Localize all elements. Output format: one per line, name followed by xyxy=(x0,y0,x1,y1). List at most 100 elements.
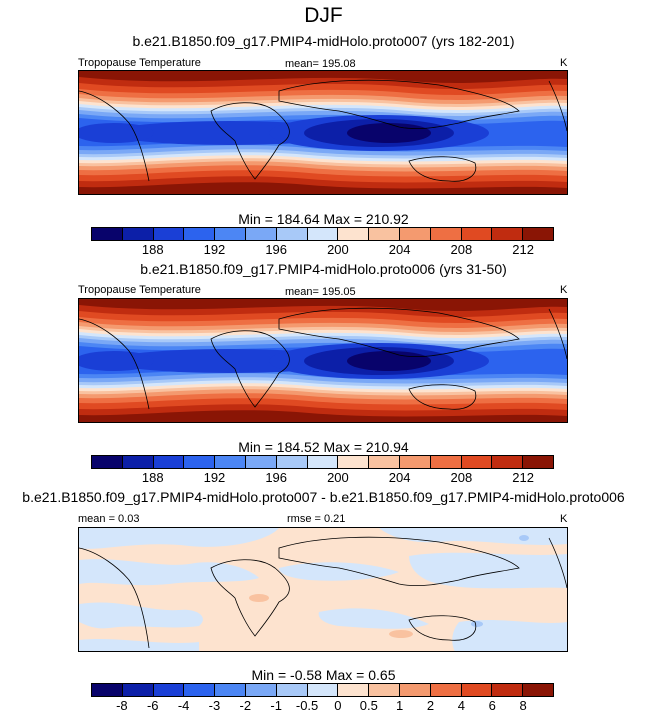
panel1-colorbar-swatch xyxy=(184,228,216,240)
panel3-rmse-label: rmse = 0.21 xyxy=(287,513,346,525)
panel3-title: b.e21.B1850.f09_g17.PMIP4-midHolo.proto0… xyxy=(22,489,625,505)
panel2-colorbar-tick-label: 192 xyxy=(203,470,226,485)
panel2-colorbar-swatch xyxy=(215,456,246,468)
panel1-colorbar-swatch xyxy=(399,228,431,240)
panel1-colorbar-swatch xyxy=(245,228,277,240)
panel3-colorbar-swatch xyxy=(184,684,216,696)
panel3-colorbar-swatch xyxy=(523,684,553,696)
panel2-colorbar-tick-label: 212 xyxy=(512,470,534,485)
panel3-stats: Min = -0.58 Max = 0.65 xyxy=(251,667,396,683)
panel3-colorbar-tick-label: -8 xyxy=(116,698,128,713)
panel2-colorbar-labels: 188 192 196 200 204 208 212 xyxy=(0,470,647,486)
panel1-colorbar-swatch xyxy=(523,228,553,240)
panel3-map xyxy=(78,527,568,652)
panel2-variable-label: Tropopause Temperature xyxy=(78,284,201,296)
panel3-colorbar-swatch xyxy=(153,684,185,696)
panel3-colorbar-labels: -8 -6 -4 -3 -2 -1 -0.5 0 0.5 1 2 4 6 8 xyxy=(0,698,647,714)
panel2-colorbar-tick-label: 188 xyxy=(141,470,164,485)
panel2-colorbar-swatch xyxy=(399,456,431,468)
panel2-colorbar-swatch xyxy=(338,456,370,468)
panel2-colorbar-swatch xyxy=(307,456,339,468)
panel3-colorbar-tick-label: -4 xyxy=(177,698,190,713)
panel1-colorbar-swatch xyxy=(276,228,308,240)
panel1-colorbar-swatch xyxy=(492,228,524,240)
panel3-colorbar-swatch xyxy=(399,684,431,696)
panel2-colorbar-tick-label: 204 xyxy=(388,470,411,485)
panel1-colorbar-tick-label: 204 xyxy=(388,242,411,257)
panel3-colorbar-tick-label: -1 xyxy=(270,698,282,713)
panel2-contour-map xyxy=(79,299,567,422)
panel2-colorbar xyxy=(91,455,554,469)
panel3-colorbar-tick-label: 0 xyxy=(334,698,342,713)
panel1-mean-label: mean= 195.08 xyxy=(285,58,356,70)
panel3-colorbar-swatch xyxy=(276,684,308,696)
panel1-colorbar-tick-label: 192 xyxy=(203,242,226,257)
panel1-variable-label: Tropopause Temperature xyxy=(78,57,201,69)
panel3-colorbar xyxy=(91,683,554,697)
panel3-colorbar-swatch xyxy=(369,684,400,696)
panel1-colorbar-swatch xyxy=(461,228,493,240)
panel3-colorbar-tick-label: -3 xyxy=(208,698,221,713)
panel3-colorbar-tick-label: -6 xyxy=(146,698,159,713)
panel1-colorbar-tick-label: 200 xyxy=(327,242,349,257)
panel1-colorbar-tick-label: 196 xyxy=(265,242,288,257)
panel2-units-label: K xyxy=(560,284,568,296)
panel2-colorbar-swatch xyxy=(245,456,277,468)
panel3-colorbar-tick-label: 2 xyxy=(426,698,435,713)
panel3-units-label: K xyxy=(560,513,568,525)
panel3-colorbar-swatch xyxy=(122,684,154,696)
panel2-colorbar-swatch xyxy=(184,456,216,468)
panel1-stats: Min = 184.64 Max = 210.92 xyxy=(238,211,409,227)
panel2-colorbar-swatch xyxy=(92,456,123,468)
panel3-coastlines xyxy=(79,536,567,649)
panel3-colorbar-swatch xyxy=(461,684,493,696)
panel1-units-label: K xyxy=(560,57,568,69)
panel2-map xyxy=(78,298,568,423)
panel1-title: b.e21.B1850.f09_g17.PMIP4-midHolo.proto0… xyxy=(132,33,515,49)
panel1-colorbar-tick-label: 208 xyxy=(450,242,473,257)
panel1-colorbar-swatch xyxy=(338,228,370,240)
panel1-colorbar-labels: 188 192 196 200 204 208 212 xyxy=(0,242,647,258)
panel1-colorbar-swatch xyxy=(215,228,246,240)
panel2-colorbar-swatch xyxy=(523,456,553,468)
panel3-colorbar-swatch xyxy=(307,684,339,696)
panel2-colorbar-swatch xyxy=(430,456,462,468)
panel3-mean-label: mean = 0.03 xyxy=(78,513,140,525)
panel1-colorbar-swatch xyxy=(430,228,462,240)
panel3-colorbar-swatch xyxy=(92,684,123,696)
panel3-colorbar-swatch xyxy=(245,684,277,696)
panel3-colorbar-swatch xyxy=(430,684,462,696)
panel1-map xyxy=(78,70,568,195)
panel2-colorbar-swatch xyxy=(461,456,493,468)
panel1-colorbar-swatch xyxy=(153,228,185,240)
panel1-coastlines xyxy=(79,79,567,182)
panel3-colorbar-tick-label: 1 xyxy=(396,698,404,713)
panel3-colorbar-tick-label: -2 xyxy=(239,698,252,713)
panel3-colorbar-tick-label: 4 xyxy=(457,698,465,713)
panel2-colorbar-tick-label: 200 xyxy=(327,470,349,485)
panel2-colorbar-swatch xyxy=(276,456,308,468)
panel1-colorbar-swatch xyxy=(122,228,154,240)
panel1-colorbar-swatch xyxy=(307,228,339,240)
panel2-colorbar-tick-label: 196 xyxy=(265,470,288,485)
panel2-colorbar-swatch xyxy=(122,456,154,468)
panel1-colorbar-swatch xyxy=(92,228,123,240)
figure-title: DJF xyxy=(304,4,343,27)
panel2-colorbar-tick-label: 208 xyxy=(450,470,473,485)
panel2-title: b.e21.B1850.f09_g17.PMIP4-midHolo.proto0… xyxy=(140,261,507,277)
panel2-stats: Min = 184.52 Max = 210.94 xyxy=(238,439,409,455)
panel3-colorbar-tick-label: -0.5 xyxy=(295,698,319,713)
panel3-colorbar-tick-label: 8 xyxy=(519,698,527,713)
panel3-colorbar-tick-label: 0.5 xyxy=(359,698,378,713)
panel2-colorbar-swatch xyxy=(153,456,185,468)
panel3-colorbar-swatch xyxy=(215,684,246,696)
panel2-colorbar-swatch xyxy=(492,456,524,468)
panel2-coastlines xyxy=(79,307,567,410)
panel3-colorbar-tick-label: 6 xyxy=(488,698,496,713)
panel2-colorbar-swatch xyxy=(369,456,400,468)
panel1-colorbar-tick-label: 188 xyxy=(141,242,164,257)
panel2-mean-label: mean= 195.05 xyxy=(285,286,356,298)
panel1-colorbar xyxy=(91,227,554,241)
panel3-colorbar-swatch xyxy=(338,684,370,696)
panel1-colorbar-swatch xyxy=(369,228,400,240)
